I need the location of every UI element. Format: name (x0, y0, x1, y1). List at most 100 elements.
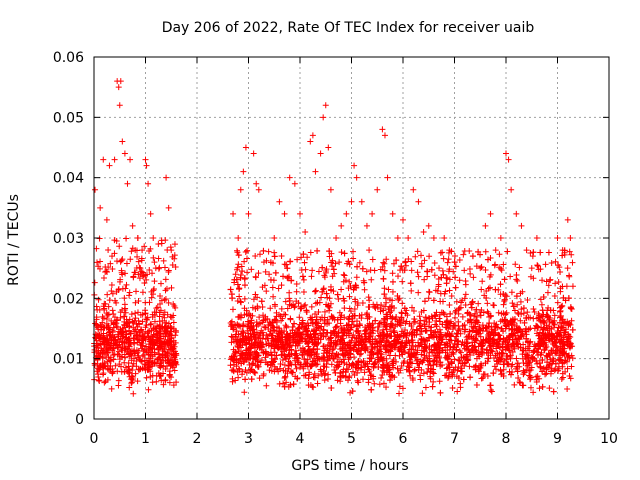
data-point (237, 342, 244, 349)
data-point (454, 388, 461, 395)
data-point (244, 352, 251, 359)
data-point (367, 355, 374, 362)
data-point (240, 335, 247, 342)
data-point (261, 282, 268, 289)
data-point (426, 358, 433, 365)
data-point (483, 294, 490, 301)
data-point (132, 326, 139, 333)
data-point (292, 330, 299, 337)
data-point (297, 331, 304, 338)
data-point (335, 296, 342, 303)
data-point (126, 292, 133, 299)
data-point (466, 349, 473, 356)
data-point (442, 341, 449, 348)
data-point (248, 317, 255, 324)
data-point (556, 319, 563, 326)
data-point (355, 365, 362, 372)
data-point (326, 253, 333, 260)
data-point (537, 363, 544, 370)
data-point (137, 365, 144, 372)
data-point (461, 295, 468, 302)
data-point (473, 306, 480, 313)
data-point (437, 290, 444, 297)
data-point (141, 279, 148, 286)
data-point (520, 341, 527, 348)
data-point (497, 281, 504, 288)
data-point (492, 261, 499, 268)
data-point (259, 335, 266, 342)
data-point (460, 251, 467, 258)
data-point (418, 351, 425, 358)
data-point (134, 354, 141, 361)
data-point (511, 307, 518, 314)
data-point (552, 366, 559, 373)
data-point (164, 311, 171, 318)
data-point (308, 303, 315, 310)
data-point (447, 343, 454, 350)
data-point (258, 298, 265, 305)
data-point (160, 357, 167, 364)
data-point (302, 372, 309, 379)
data-point (262, 348, 269, 355)
data-point (409, 337, 416, 344)
data-point (549, 319, 556, 326)
data-point (477, 265, 484, 272)
data-point (327, 343, 334, 350)
data-point (128, 311, 135, 318)
data-point (350, 255, 357, 262)
data-point (469, 253, 476, 260)
data-point (118, 363, 125, 370)
data-point (452, 284, 459, 291)
data-point (472, 319, 479, 326)
data-point (312, 349, 319, 356)
data-point (410, 186, 417, 193)
data-point (381, 132, 388, 139)
data-point (111, 314, 118, 321)
data-point (320, 285, 327, 292)
data-point (353, 361, 360, 368)
y-tick-label: 0.03 (53, 231, 84, 247)
data-point (151, 339, 158, 346)
data-point (530, 389, 537, 396)
data-point (338, 358, 345, 365)
data-point (345, 341, 352, 348)
data-point (322, 345, 329, 352)
data-point (353, 174, 360, 181)
data-point (232, 377, 239, 384)
data-point (273, 318, 280, 325)
data-point (263, 341, 270, 348)
data-point (513, 322, 520, 329)
data-point (171, 241, 178, 248)
data-point (566, 343, 573, 350)
data-point (534, 263, 541, 270)
data-point (420, 357, 427, 364)
data-point (456, 256, 463, 263)
data-point (149, 270, 156, 277)
data-point (128, 373, 135, 380)
data-point (280, 367, 287, 374)
data-point (499, 341, 506, 348)
data-point (437, 359, 444, 366)
data-point (387, 303, 394, 310)
data-point (542, 371, 549, 378)
data-point (452, 314, 459, 321)
data-point (500, 372, 507, 379)
data-point (506, 368, 513, 375)
data-point (422, 384, 429, 391)
data-point (149, 372, 156, 379)
data-point (170, 360, 177, 367)
data-point (233, 363, 240, 370)
data-point (530, 315, 537, 322)
data-point (300, 251, 307, 258)
data-point (460, 376, 467, 383)
data-point (160, 370, 167, 377)
data-point (227, 286, 234, 293)
data-point (238, 299, 245, 306)
data-point (321, 308, 328, 315)
data-point (472, 347, 479, 354)
data-point (305, 375, 312, 382)
data-point (166, 371, 173, 378)
data-point (241, 258, 248, 265)
data-point (151, 259, 158, 266)
data-point (421, 276, 428, 283)
